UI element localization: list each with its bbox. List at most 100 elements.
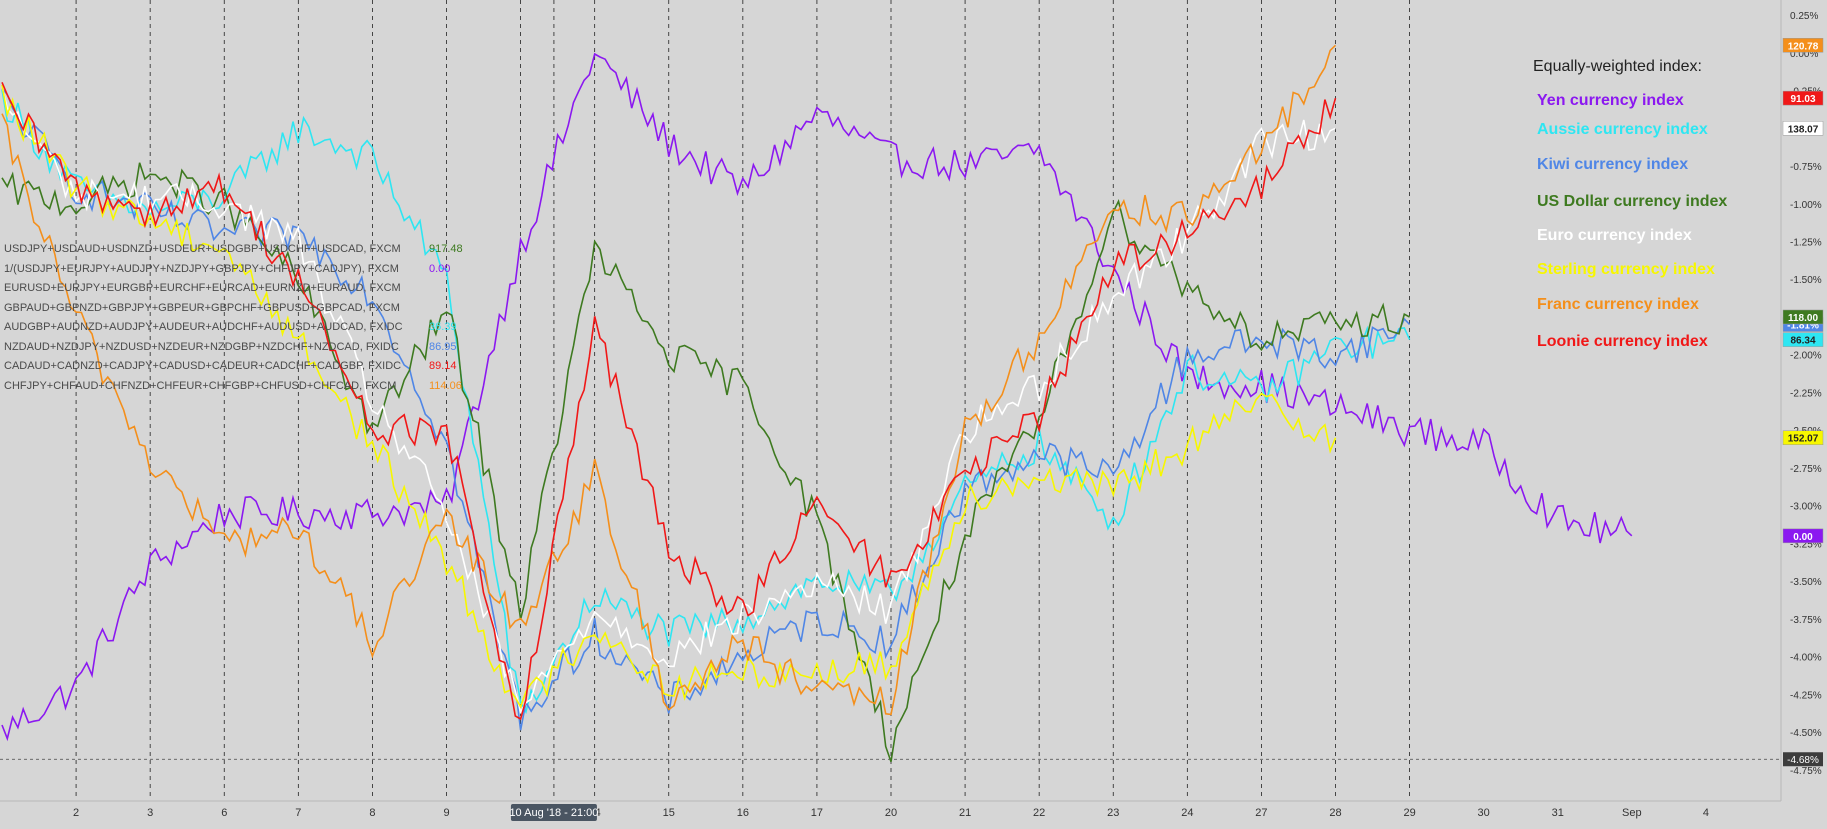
study-value: 114.06 [429, 379, 462, 392]
study-value: 36.39 [429, 321, 457, 333]
price-label-text: 118.00 [1788, 313, 1818, 324]
y-tick-label: -2.75% [1790, 464, 1822, 475]
x-tick-label: 17 [811, 807, 823, 819]
y-tick-label: 0.25% [1790, 11, 1818, 22]
y-tick-label: -3.75% [1790, 615, 1822, 626]
x-tick-label: 30 [1478, 807, 1490, 819]
price-labels: 0.00 86.34 -1.81%118.00 138.07 152.07 120.78 9… [1782, 38, 1824, 767]
y-axis-background [1781, 0, 1827, 824]
legend-item[interactable]: Euro currency index [1537, 227, 1692, 244]
x-axis: 236789101415161720212223242728293031Sep4… [0, 800, 1781, 824]
study-line[interactable]: GBPAUD+GBPNZD+GBPJPY+GBPEUR+GBPCHF+GBPUS… [4, 301, 400, 314]
plot-background [0, 0, 1781, 801]
y-tick-label: -3.00% [1790, 502, 1822, 513]
x-tick-label: 21 [959, 807, 971, 819]
price-label-text: 86.34 [1790, 336, 1815, 347]
x-tick-label: 31 [1552, 807, 1564, 819]
x-tick-label: 9 [443, 807, 449, 819]
crosshair-price-label: -4.68% [1783, 752, 1823, 767]
price-label-text: -1.81% [1787, 321, 1819, 332]
x-tick-label: 3 [147, 807, 153, 819]
price-label: 120.78 [1782, 38, 1824, 53]
study-line[interactable]: 1/(USDJPY+EURJPY+AUDJPY+NZDJPY+GBPJPY+CH… [4, 262, 399, 275]
study-line[interactable]: EURUSD+EURJPY+EURGBP+EURCHF+EURCAD+EURNZ… [4, 282, 401, 294]
price-label: 118.00 [1782, 309, 1824, 325]
price-label-text: 0.00 [1793, 532, 1813, 543]
x-tick-label: 7 [295, 807, 301, 819]
x-tick-label: 24 [1181, 807, 1193, 819]
price-label-box [1782, 332, 1824, 347]
y-tick-label: -0.75% [1790, 162, 1822, 173]
crosshair-date-box [510, 804, 597, 821]
study-value: 86.95 [429, 340, 457, 353]
price-label-box [1782, 309, 1824, 325]
study-lines: USDJPY+USDAUD+USDNZD+USDEUR+USDGBP+USDCH… [4, 240, 463, 396]
y-tick-label: -1.50% [1790, 275, 1822, 286]
legend-item[interactable]: Sterling currency index [1537, 261, 1715, 278]
x-tick-label: 29 [1403, 807, 1415, 819]
x-tick-label: 20 [885, 807, 897, 819]
price-label-box [1782, 90, 1824, 106]
price-label: 0.00 [1782, 528, 1824, 544]
study-line[interactable]: AUDGBP+AUDNZD+AUDJPY+AUDEUR+AUDCHF+AUDUS… [4, 321, 403, 333]
y-tick-label: -4.50% [1790, 728, 1822, 739]
price-label: 91.03 [1782, 90, 1824, 106]
price-label: 152.07 [1782, 430, 1824, 445]
legend-title: Equally-weighted index: [1533, 58, 1702, 75]
price-label: 86.34 [1782, 332, 1824, 347]
y-tick-label: -2.25% [1790, 388, 1822, 399]
study-line[interactable]: USDJPY+USDAUD+USDNZD+USDEUR+USDGBP+USDCH… [4, 243, 401, 255]
y-tick-label: -4.25% [1790, 690, 1822, 701]
legend-item[interactable]: Franc currency index [1537, 296, 1699, 313]
series-lines [1, 44, 1633, 762]
price-label-text: 138.07 [1788, 124, 1819, 135]
x-tick-label: 22 [1033, 807, 1045, 819]
series-line [1, 84, 1337, 709]
series-line [1, 162, 1410, 762]
price-label-box [1782, 38, 1824, 53]
y-tick-label: -3.50% [1790, 577, 1822, 588]
x-tick-label: 2 [73, 807, 79, 819]
crosshair-price-box [1783, 752, 1823, 767]
series-line [1, 81, 1337, 721]
x-tick-label: Sep [1622, 807, 1642, 819]
crosshair-date-label: 10 Aug '18 - 21:00 [509, 807, 598, 819]
x-axis-background [0, 801, 1781, 824]
y-tick-label: 0.00% [1790, 49, 1818, 60]
study-value: 89.14 [429, 360, 457, 372]
y-tick-label: -1.00% [1790, 200, 1822, 211]
series-line [1, 52, 1633, 742]
legend-item[interactable]: Yen currency index [1537, 92, 1684, 109]
legend-item[interactable]: Aussie currency index [1537, 121, 1708, 138]
x-tick-label: 6 [221, 807, 227, 819]
price-label-text: 91.03 [1790, 94, 1815, 105]
series-line [1, 85, 1336, 715]
price-label-box [1782, 528, 1824, 544]
x-tick-label: 15 [663, 807, 675, 819]
y-tick-label: -3.25% [1790, 539, 1822, 550]
x-tick-label: 4 [1703, 807, 1709, 819]
study-value: 917.48 [429, 243, 463, 255]
y-tick-label: -4.00% [1790, 653, 1822, 664]
series-line [1, 44, 1337, 716]
legend-item[interactable]: US Dollar currency index [1537, 193, 1728, 210]
series-line [1, 89, 1411, 715]
legend-item[interactable]: Kiwi currency index [1537, 156, 1689, 173]
price-label-box [1782, 121, 1824, 136]
study-line[interactable]: NZDAUD+NZDJPY+NZDUSD+NZDEUR+NZDGBP+NZDCH… [4, 340, 399, 353]
crosshair-price-text: -4.68% [1787, 755, 1819, 766]
price-label-text: 152.07 [1788, 434, 1819, 445]
legend-item[interactable]: Loonie currency index [1537, 333, 1708, 350]
x-tick-label: 27 [1255, 807, 1267, 819]
x-tick-label: 8 [369, 807, 375, 819]
series-line [1, 87, 1411, 731]
x-tick-label: 23 [1107, 807, 1119, 819]
study-value: 0.00 [429, 262, 451, 275]
study-line[interactable]: CHFJPY+CHFAUD+CHFNZD+CHFEUR+CHFGBP+CHFUS… [4, 379, 397, 392]
price-label-text: 120.78 [1788, 41, 1819, 52]
y-tick-label: -4.75% [1790, 766, 1822, 777]
price-label: 138.07 [1782, 121, 1824, 136]
study-line[interactable]: CADAUD+CADNZD+CADJPY+CADUSD+CADEUR+CADCH… [4, 360, 402, 372]
